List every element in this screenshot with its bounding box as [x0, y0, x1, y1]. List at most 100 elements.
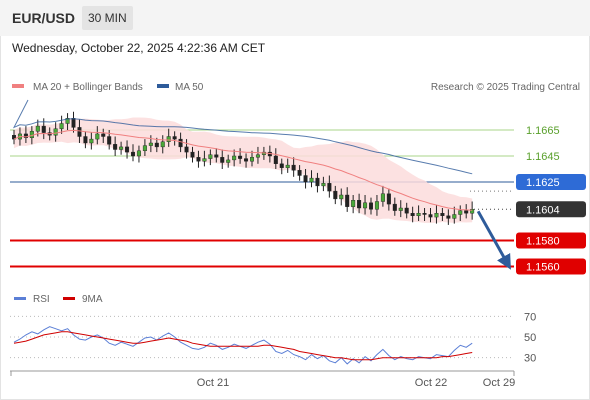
candle-body	[214, 154, 219, 158]
ma20-legend-label: MA 20 + Bollinger Bands	[33, 82, 143, 93]
rsi-ma-line	[13, 331, 473, 361]
x-tick-label: Oct 29	[483, 377, 515, 389]
candle-body	[119, 146, 124, 150]
level-label: 1.1665	[526, 125, 560, 137]
candle-body	[363, 202, 368, 209]
rsi-legend-label: RSI	[33, 294, 50, 305]
bollinger-band	[14, 117, 473, 223]
candle-body	[101, 133, 106, 137]
candle-body	[321, 183, 326, 187]
ma50-line	[12, 99, 473, 175]
rsi-tick-label: 30	[524, 353, 536, 365]
candle-body	[345, 194, 350, 207]
candle-body	[255, 154, 260, 158]
candle-body	[398, 207, 403, 211]
candle-body	[249, 157, 254, 162]
candle-body	[369, 202, 374, 210]
level-label: 1.1625	[526, 177, 560, 189]
candle-body	[136, 150, 141, 157]
candle-body	[470, 209, 475, 214]
candle-body	[166, 136, 171, 142]
candle-body	[77, 127, 82, 137]
rsi-ma-legend-swatch	[63, 297, 75, 300]
candle-body	[226, 159, 231, 163]
ma50-legend-label: MA 50	[175, 82, 204, 93]
candle-body	[172, 136, 177, 140]
rsi-line	[13, 326, 473, 365]
candle-body	[95, 133, 100, 140]
candle-body	[41, 125, 46, 133]
level-label-box	[516, 174, 586, 190]
candle-body	[374, 201, 379, 210]
candle-body	[297, 170, 302, 176]
candle-body	[208, 154, 213, 159]
ma20-line	[13, 129, 473, 211]
candle-body	[154, 142, 159, 148]
candle-body	[125, 146, 130, 153]
level-label: 1.1560	[526, 262, 560, 274]
candle-body	[339, 194, 344, 200]
candle-body	[142, 145, 147, 152]
candle-body	[279, 163, 284, 168]
candle-body	[53, 128, 58, 136]
rsi-tick-label: 50	[524, 332, 536, 344]
candle-body	[65, 118, 70, 124]
x-tick-label: Oct 21	[197, 377, 229, 389]
candle-body	[440, 212, 445, 216]
candle-body	[404, 207, 409, 214]
candle-body	[190, 151, 195, 158]
candle-body	[160, 141, 165, 148]
level-label-box	[516, 232, 586, 249]
timestamp: Wednesday, October 22, 2025 4:22:36 AM C…	[12, 41, 266, 55]
candle-body	[434, 212, 439, 218]
candle-body	[273, 155, 278, 165]
candle-body	[309, 177, 314, 183]
candle-body	[386, 193, 391, 205]
candle-body	[244, 158, 249, 162]
candle-body	[452, 214, 457, 219]
candle-body	[410, 212, 415, 216]
candle-body	[83, 136, 88, 144]
candle-body	[71, 118, 76, 128]
candle-body	[232, 155, 237, 161]
candle-body	[392, 203, 397, 211]
candle-body	[327, 183, 332, 192]
candle-body	[357, 199, 362, 209]
x-tick-label: Oct 22	[415, 377, 447, 389]
candle-body	[113, 144, 118, 150]
candle-body	[107, 136, 112, 145]
credit-label: Research © 2025 Trading Central	[431, 82, 580, 93]
current-price-box	[516, 201, 586, 218]
candle-body	[380, 193, 385, 202]
candle-body	[202, 158, 207, 162]
candle-body	[59, 123, 64, 129]
level-label: 1.1645	[526, 151, 560, 163]
rsi-ma-legend-label: 9MA	[82, 294, 103, 305]
candle-body	[458, 210, 463, 215]
candle-body	[285, 164, 290, 168]
rsi-tick-label: 70	[524, 311, 536, 323]
level-label: 1.1580	[526, 236, 560, 248]
candle-body	[333, 190, 338, 200]
candle-body	[416, 212, 421, 216]
level-label-box	[516, 258, 586, 275]
symbol-label: EUR/USD	[12, 10, 76, 26]
candle-body	[446, 215, 451, 219]
candle-body	[422, 212, 427, 215]
ma20-legend-swatch	[12, 84, 24, 88]
current-price-label: 1.1604	[526, 204, 560, 216]
candle-body	[428, 214, 433, 218]
candle-body	[303, 175, 308, 183]
candle-body	[89, 138, 94, 144]
candle-body	[220, 157, 225, 163]
candle-body	[464, 210, 469, 214]
candle-body	[291, 164, 296, 171]
ma50-legend-swatch	[157, 84, 169, 88]
rsi-legend-swatch	[14, 297, 26, 300]
candle-body	[178, 138, 183, 148]
candle-body	[184, 146, 189, 153]
candle-body	[196, 157, 201, 162]
timeframe-button[interactable]: 30 MIN	[82, 6, 133, 30]
forecast-arrow	[476, 210, 511, 270]
